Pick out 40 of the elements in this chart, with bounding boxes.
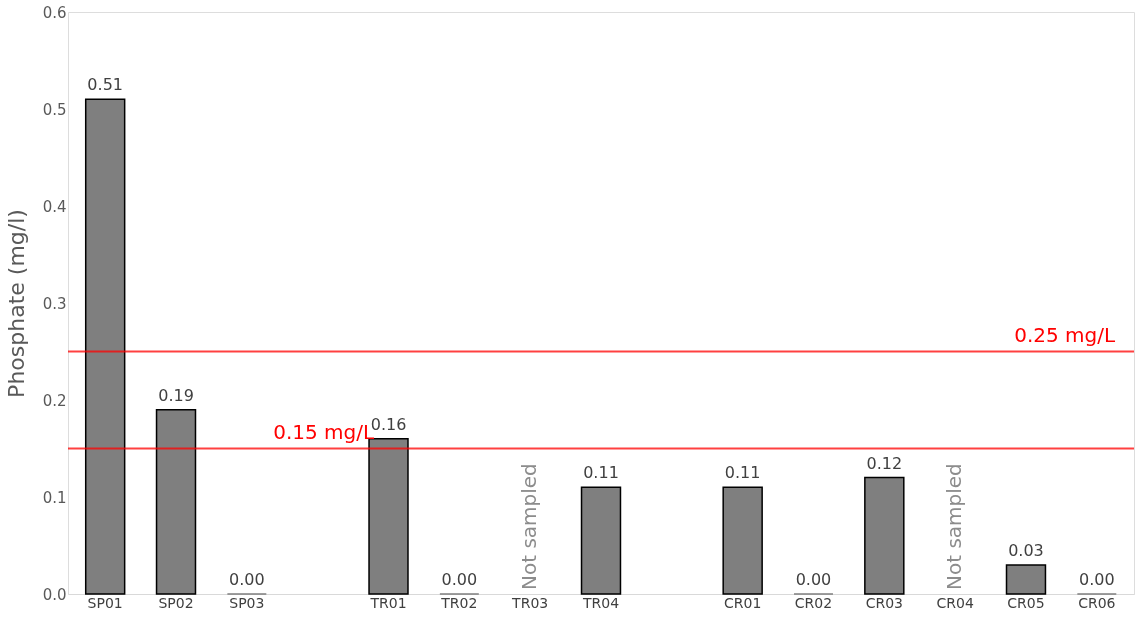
bar xyxy=(580,486,622,595)
x-tick-label: TR02 xyxy=(440,594,478,611)
data-label: 0.51 xyxy=(87,75,123,95)
y-tick-label: 0.5 xyxy=(42,100,67,119)
y-tick-label: 0.3 xyxy=(42,294,67,313)
bar xyxy=(155,408,197,595)
data-label: 0.12 xyxy=(866,453,903,473)
x-tick-label: TR04 xyxy=(581,594,620,611)
y-tick-label: 0.1 xyxy=(42,488,67,507)
x-tick-label: CR02 xyxy=(794,594,833,611)
x-tick-label: CR03 xyxy=(865,594,903,611)
x-tick-label: SP03 xyxy=(229,594,265,611)
bar xyxy=(84,98,126,595)
data-label: 0.00 xyxy=(441,570,478,589)
data-label: 0.11 xyxy=(724,463,761,483)
data-label: 0.00 xyxy=(1079,570,1115,589)
annotation: Not sampled xyxy=(517,463,542,590)
y-tick-label: 0.4 xyxy=(42,197,67,216)
x-tick-label: TR01 xyxy=(369,594,407,611)
x-tick-label: CR01 xyxy=(724,594,762,611)
bar xyxy=(722,486,763,595)
x-tick-label: CR06 xyxy=(1078,594,1116,611)
ref-line-label: 0.25 mg/L xyxy=(1014,322,1116,347)
data-label: 0.19 xyxy=(158,385,194,405)
x-tick-label: SP01 xyxy=(87,594,123,611)
bar xyxy=(864,476,905,595)
data-label: 0.00 xyxy=(795,570,832,589)
bar xyxy=(1005,564,1047,595)
y-tick-label: 0.0 xyxy=(42,585,67,604)
y-tick-label: 0.2 xyxy=(42,391,67,410)
y-tick-label: 0.6 xyxy=(42,3,67,22)
y-axis-title: Phosphate (mg/l) xyxy=(3,209,29,398)
annotation: Not sampled xyxy=(942,463,967,590)
data-label: 0.11 xyxy=(583,463,619,483)
data-label: 0.00 xyxy=(229,570,265,589)
x-tick-label: TR03 xyxy=(511,594,549,611)
x-tick-label: CR04 xyxy=(936,594,974,611)
x-tick-label: CR05 xyxy=(1007,594,1045,611)
data-label: 0.03 xyxy=(1008,540,1044,560)
x-tick-label: SP02 xyxy=(158,594,194,611)
